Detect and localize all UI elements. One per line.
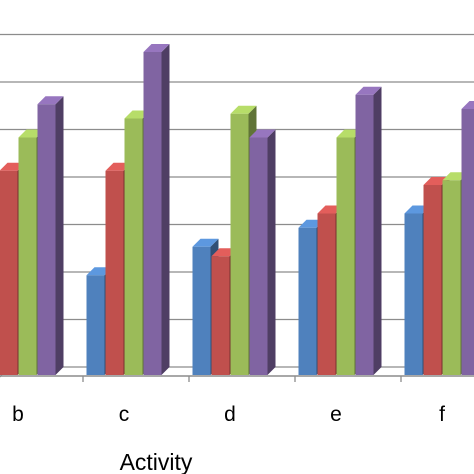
x-tick-labels: b c d e f [12,403,445,426]
x-axis-label: Activity [120,449,193,474]
bar-front [404,213,423,375]
bar-front [105,170,124,375]
bar-c-4 [143,44,170,375]
bar-front [86,275,105,375]
bar-front [442,180,461,375]
bar-top [230,105,257,114]
bar-front [423,185,442,375]
bars [0,44,474,375]
x-tick-label-c: c [119,403,130,426]
bar-f-4 [461,101,474,375]
bar-top [461,101,474,109]
bar-front [298,227,317,375]
bar-front [143,52,162,375]
bar-front [124,118,143,375]
bar-side [373,86,382,375]
bar-front [37,104,56,375]
bar-top [355,86,382,95]
x-tick-label-d: d [224,403,236,426]
bar-front [317,213,336,375]
x-tick-label-b: b [12,403,24,426]
bar-front [461,109,474,375]
bar-b-4 [37,96,64,375]
x-axis [0,375,474,382]
bar-front [230,113,249,375]
x-tick-label-e: e [330,403,342,426]
bar-front [192,246,211,375]
bar-front [211,256,230,375]
bar-top [37,96,64,105]
bar-front [249,137,268,375]
bar-e-4 [355,86,382,375]
bar-front [18,137,37,375]
bar-side [161,44,170,375]
bar-top [249,129,276,138]
bar-front [336,137,355,375]
bar-front [355,94,374,375]
bar-side [267,129,276,375]
bar-side [55,96,64,375]
bar-front [0,170,18,375]
bar-d-4 [249,129,276,375]
x-tick-label-f: f [439,403,445,426]
bar-top [192,238,219,247]
bar-top [143,44,170,52]
